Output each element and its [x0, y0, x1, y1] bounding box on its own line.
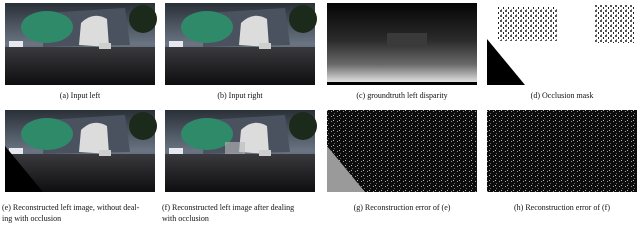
occlusion [487, 39, 525, 85]
white-building [79, 122, 109, 154]
car [9, 41, 23, 47]
tree-right [289, 112, 317, 140]
caption: (a) Input left [60, 91, 101, 100]
mask-tree [497, 7, 557, 41]
panel: (f) Reconstructed left image after deali… [162, 110, 317, 223]
caption: (f) Reconstructed left image after deali… [162, 203, 294, 212]
error [487, 110, 637, 192]
car [99, 43, 111, 49]
panel: (g) Reconstruction error of (e) [327, 110, 477, 212]
panel: (h) Reconstruction error of (f) [487, 110, 637, 212]
figure: (a) Input left (b) Input right (c) groundt… [2, 3, 637, 223]
caption: ing with occlusion [2, 214, 61, 223]
car [259, 43, 271, 49]
panel: (c) groundtruth left disparity [327, 3, 477, 100]
disp-object [387, 33, 427, 47]
mask-tree [595, 5, 635, 43]
base [327, 82, 477, 85]
error-occlusion [327, 146, 365, 192]
panel: (b) Input right [165, 3, 317, 100]
ghost [225, 142, 245, 154]
occlusion [5, 146, 43, 192]
white-building [239, 122, 269, 154]
road [5, 47, 155, 85]
caption: (e) Reconstructed left image, without de… [2, 203, 140, 212]
caption: (g) Reconstruction error of (e) [354, 203, 451, 212]
white-building [239, 15, 269, 47]
car [259, 150, 271, 156]
caption: (c) groundtruth left disparity [356, 91, 447, 100]
caption: (h) Reconstruction error of (f) [514, 203, 610, 212]
panel: (e) Reconstructed left image, without de… [2, 110, 157, 223]
road [165, 154, 315, 192]
tree [21, 118, 73, 150]
car [99, 150, 111, 156]
car [9, 148, 23, 154]
panel: (a) Input left [5, 3, 157, 100]
caption: (b) Input right [217, 91, 263, 100]
tree [21, 11, 73, 43]
tree-right [289, 5, 317, 33]
tree-right [129, 112, 157, 140]
tree-right [129, 5, 157, 33]
caption: (d) Occlusion mask [531, 91, 594, 100]
white-building [79, 15, 109, 47]
tree [181, 11, 233, 43]
car [169, 148, 183, 154]
caption: with occlusion [162, 214, 209, 223]
tree [181, 118, 233, 150]
panel: (d) Occlusion mask [487, 3, 637, 100]
car [169, 41, 183, 47]
road [165, 47, 315, 85]
